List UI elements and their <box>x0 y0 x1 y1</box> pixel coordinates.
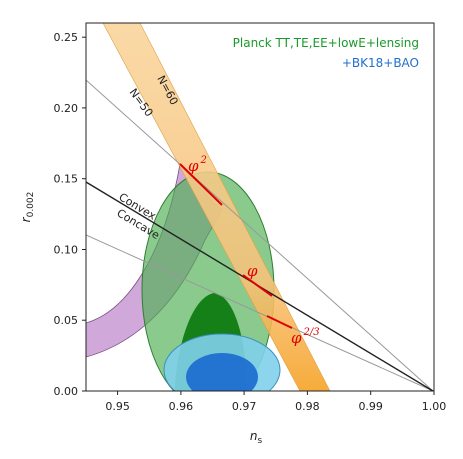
phi23-segment <box>266 315 293 329</box>
x-axis-label: ns <box>250 429 263 446</box>
y-axis-label: r0.002 <box>19 192 36 223</box>
x-tick-label: 0.96 <box>169 400 194 413</box>
grey-line-lower <box>86 234 434 391</box>
y-tick-label: 0.15 <box>54 173 79 186</box>
y-tick-label: 0.20 <box>54 102 79 115</box>
x-tick-label: 0.95 <box>105 400 130 413</box>
phi2-segment <box>179 163 223 206</box>
x-ticks <box>117 391 435 395</box>
slow-roll-band <box>102 23 331 391</box>
axes-frame <box>85 22 435 392</box>
y-tick-label: 0.10 <box>54 244 79 257</box>
legend-planck: Planck TT,TE,EE+lowE+lensing <box>233 36 419 50</box>
legend-bk18: +BK18+BAO <box>342 56 419 70</box>
phi23-label: φ 2/3 <box>291 327 320 347</box>
grey-line-upper <box>86 79 434 391</box>
y-tick-label: 0.25 <box>54 31 79 44</box>
phi1-segment <box>242 274 273 297</box>
y-tick-label: 0.05 <box>54 314 79 327</box>
x-tick-label: 0.97 <box>232 400 257 413</box>
x-tick-label: 1.00 <box>422 400 447 413</box>
x-tick-label: 0.99 <box>358 400 383 413</box>
x-tick-label: 0.98 <box>295 400 320 413</box>
y-ticks <box>82 36 86 392</box>
bk18-contour-68 <box>186 353 258 391</box>
phi1-label: φ <box>247 262 258 280</box>
plot-area <box>86 23 434 391</box>
y-tick-label: 0.00 <box>54 385 79 398</box>
